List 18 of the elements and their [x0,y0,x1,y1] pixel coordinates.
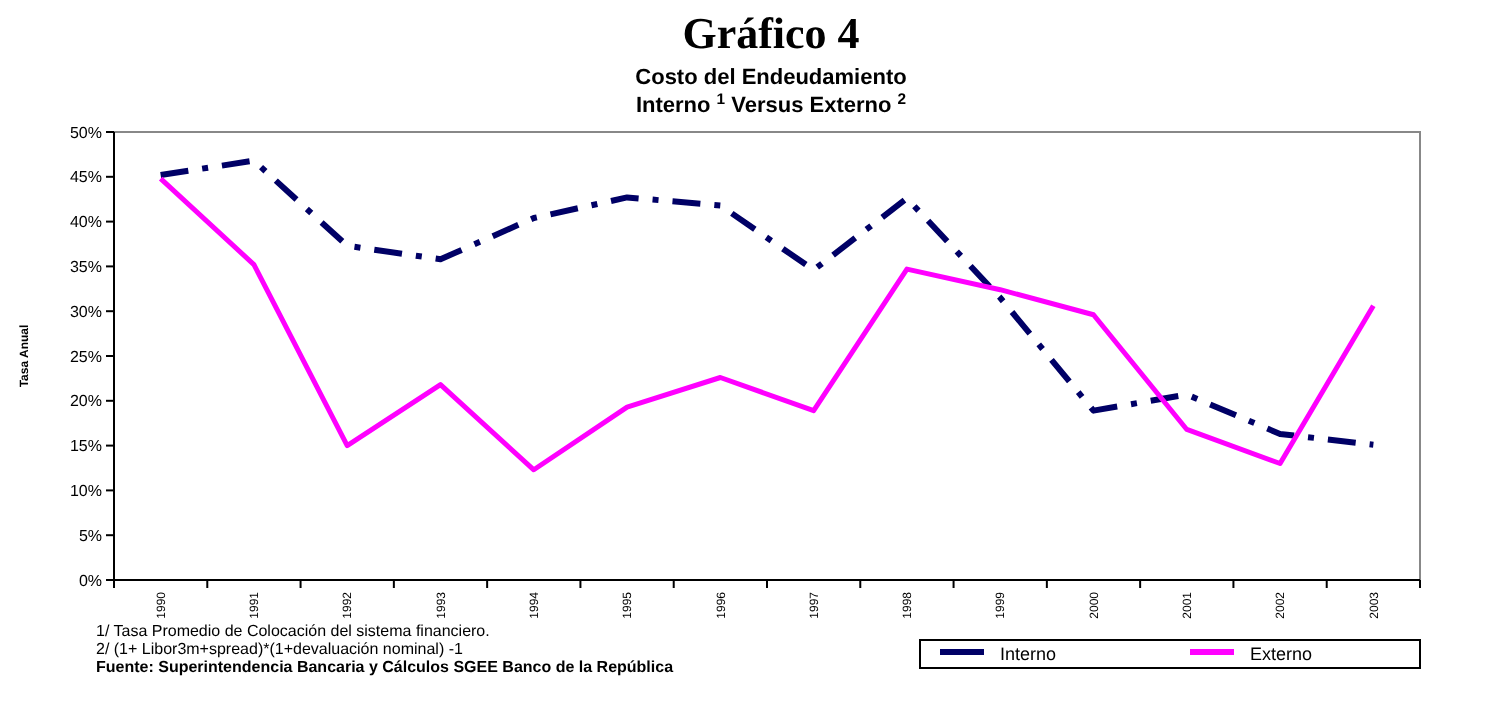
y-tick-label: 15% [69,437,102,456]
y-tick-label: 40% [69,213,102,232]
legend-label: Externo [1250,644,1313,665]
y-tick-label: 30% [69,302,102,321]
text: 1/ Tasa Promedio de Colocación del sistema financiero. [96,622,490,640]
y-tick-label: 45% [69,168,102,187]
y-tick-label: 20% [69,392,102,411]
y-tick-label: 50% [69,123,102,142]
y-tick-label: 25% [69,347,102,366]
y-tick-label: 0% [78,571,102,590]
y-tick-label: 10% [69,482,102,500]
y-tick-label: 5% [78,526,102,545]
chart-subtitle: Costo del Endeudamiento Interno $^{1}$ Versus Externo $^{2}$ [635,66,908,118]
legend-label: Interno [1000,644,1057,665]
text: 2/ (1+ Libor3m+spread)*(1+devaluación nominal) -1 [96,640,464,658]
source-note: Fuente: Superintendencia Bancaria y Cálculos SGEE Banco de la República [96,658,675,676]
y-tick-label: 35% [69,258,102,276]
chart-title: Gráfico 4 [682,8,860,58]
